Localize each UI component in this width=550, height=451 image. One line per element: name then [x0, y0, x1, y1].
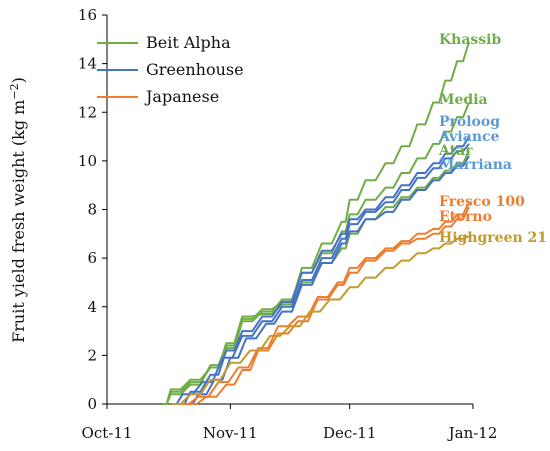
- y-tick-label: 4: [87, 298, 97, 316]
- series-line-fresco-100: [178, 201, 470, 405]
- series-label: Marriana: [439, 157, 512, 173]
- series-label: Proloog: [439, 114, 500, 130]
- x-tick-label: Dec-11: [323, 424, 376, 442]
- series-line-marriana: [186, 155, 470, 405]
- y-tick-label: 12: [78, 103, 97, 121]
- y-axis-title-main: Fruit yield fresh weight (kg m: [9, 100, 28, 343]
- y-tick-label: 16: [78, 6, 97, 24]
- y-axis-title: Fruit yield fresh weight (kg m−2): [8, 77, 28, 343]
- y-axis-title-superscript: −2: [8, 83, 21, 99]
- series-label: Atar: [438, 143, 473, 159]
- series-label: Khassib: [439, 32, 502, 48]
- series-line-proloog: [178, 136, 470, 405]
- x-ticks: Oct-11 Nov-11 Dec-11 Jan-12: [82, 404, 498, 442]
- y-tick-label: 14: [78, 55, 97, 73]
- series-label: Eterno: [439, 209, 492, 225]
- series-line-eterno: [186, 206, 470, 405]
- series-label: Media: [439, 92, 488, 108]
- series-lines: [162, 41, 470, 405]
- legend-label: Japanese: [144, 87, 219, 106]
- y-tick-label: 6: [87, 249, 97, 267]
- x-tick-label: Nov-11: [203, 424, 258, 442]
- y-tick-label: 10: [78, 152, 97, 170]
- x-tick-label: Oct-11: [82, 424, 133, 442]
- series-label: Highgreen 21: [439, 230, 547, 246]
- y-tick-label: 0: [87, 395, 97, 413]
- y-tick-label: 2: [87, 346, 97, 364]
- x-tick-label: Jan-12: [447, 424, 498, 442]
- series-label: Aviance: [438, 129, 500, 145]
- y-axis-title-suffix: ): [9, 77, 28, 83]
- legend-label: Greenhouse: [146, 60, 244, 79]
- legend: Beit Alpha Greenhouse Japanese: [97, 33, 244, 106]
- series-line-aviance: [170, 143, 470, 405]
- legend-label: Beit Alpha: [146, 33, 231, 52]
- y-tick-label: 8: [87, 201, 97, 219]
- series-label: Fresco 100: [439, 194, 525, 210]
- series-line-media: [162, 102, 470, 405]
- series-line-highgreen-21: [170, 235, 470, 405]
- y-ticks: 0 2 4 6 8 10 12 14 16: [78, 6, 107, 413]
